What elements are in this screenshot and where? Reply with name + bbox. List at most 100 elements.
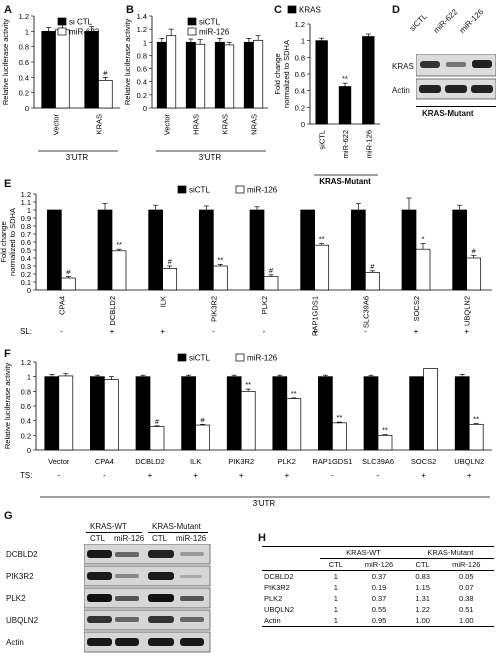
bar: [363, 376, 379, 451]
x-tick-label: PLK2: [260, 296, 269, 314]
y-tick-label: 0.4: [137, 78, 147, 87]
row-mark: +: [464, 327, 469, 336]
row-mark: +: [193, 471, 198, 480]
legend-label: miR-126: [247, 354, 278, 363]
y-tick-label: 1: [27, 206, 31, 215]
legend-swatch: [287, 5, 297, 14]
bar: [315, 40, 328, 125]
bar: [41, 30, 56, 109]
y-tick-label: 1: [301, 37, 305, 46]
chart-f: 0 0.2 0.4 0.6 0.8 1 1.2 Relative luciferase act…: [3, 354, 492, 508]
bar: [46, 209, 62, 291]
legend-label: miR-622: [69, 28, 100, 37]
y-tick-label: 0.8: [21, 387, 31, 396]
legend-swatch: [235, 185, 245, 194]
blot-row-label: Actin: [392, 86, 410, 95]
row-mark: -: [60, 327, 63, 336]
x-tick-label: RAP1GDS1: [311, 296, 320, 336]
legend-label: siCTL: [199, 18, 220, 27]
chart-a: 0 0.2 0.4 0.6 0.8 1 1.2 Relative luciferase act…: [1, 12, 120, 162]
bar: [90, 376, 105, 451]
y-axis-label: Fold changenormalized to SDHA: [273, 40, 291, 108]
lane-label: miR-126: [457, 7, 486, 36]
x-tick-label: KRAS: [95, 114, 104, 134]
x-tick-label: SLC39A6: [361, 296, 370, 328]
legend-swatch: [187, 17, 197, 26]
table-cell: 1.00: [415, 616, 430, 625]
y-tick-label: 0.4: [21, 254, 31, 263]
table-row: UBQLN2 1 0.55 1.22 0.51: [262, 604, 494, 615]
table-cell: 1: [333, 616, 338, 625]
table-cell: 0.37: [371, 572, 387, 581]
bar: [454, 376, 470, 451]
bar: [364, 272, 380, 291]
bar: [181, 376, 196, 451]
bar: [401, 209, 417, 291]
row-label: SL:: [20, 327, 32, 336]
bar: [377, 434, 393, 451]
bar: [98, 80, 113, 109]
table-row: PIK3R2 1 0.19 1.15 0.07: [262, 582, 494, 593]
significance-mark: #: [472, 247, 477, 256]
significance-mark: #: [201, 415, 206, 424]
table-cell: 0.83: [415, 572, 430, 581]
legend-label: miR-126: [247, 186, 278, 195]
significance-mark: **: [473, 415, 479, 424]
x-tick-label: ILK: [190, 457, 201, 466]
y-tick-label: 0.8: [295, 53, 305, 62]
x-tick-label: UBQLN2: [463, 296, 472, 326]
y-tick-label: 0: [27, 446, 31, 455]
y-tick-label: 1: [27, 373, 31, 382]
significance-mark: **: [319, 235, 325, 244]
y-tick-label: 0.6: [21, 238, 31, 247]
bar: [224, 44, 235, 109]
y-tick-label: 0.2: [21, 431, 31, 440]
legend-label: KRAS: [299, 6, 321, 15]
bar: [149, 426, 165, 451]
panel-label-c: C: [274, 4, 282, 16]
row-mark: +: [421, 471, 426, 480]
bar: [84, 30, 99, 109]
x-axis-label: 3'UTR: [253, 499, 276, 508]
legend-label: miR-126: [199, 28, 230, 37]
table-cell: 0.37: [371, 594, 387, 603]
bar: [300, 209, 316, 291]
y-tick-label: 1.2: [21, 358, 31, 367]
y-tick-label: 1.2: [19, 12, 29, 21]
bar: [263, 276, 279, 291]
y-tick-label: 0.6: [295, 70, 305, 79]
panel-d-blot: siCTL miR-622 miR-126 KRAS Actin KRAS-Mu…: [392, 7, 498, 126]
bar: [97, 209, 113, 291]
table-cell: 0.51: [458, 605, 474, 614]
x-tick-label: ILK: [159, 296, 168, 307]
y-tick-label: 0.7: [21, 230, 31, 239]
x-tick-label: siCTL: [318, 130, 327, 150]
y-tick-label: 0: [301, 120, 305, 129]
y-tick-label: 1.2: [295, 20, 305, 29]
row-mark: +: [110, 327, 115, 336]
y-tick-label: 0.6: [21, 402, 31, 411]
x-tick-label: Vector: [163, 114, 172, 136]
y-tick-label: 0.2: [295, 103, 305, 112]
panel-label-f: F: [4, 348, 11, 360]
table-cell: 1.31: [415, 594, 430, 603]
y-tick-label: 0.5: [21, 246, 31, 255]
legend-swatch: [187, 27, 197, 36]
column-header: miR-126: [452, 560, 481, 569]
bar: [314, 244, 330, 291]
table-row: PLK2 1 0.37 1.31 0.38: [262, 593, 494, 604]
row-mark: -: [377, 471, 380, 480]
lane-label: CTL: [90, 534, 106, 543]
bar: [166, 35, 177, 109]
lane-label: miR-622: [431, 7, 460, 36]
x-axis-label: 3'UTR: [66, 153, 89, 162]
blot-row-label: PIK3R2: [6, 572, 34, 581]
row-mark: +: [148, 471, 153, 480]
y-tick-label: 0.4: [295, 87, 305, 96]
y-tick-label: 0.1: [21, 278, 31, 287]
table-cell: 1: [333, 605, 338, 614]
panel-label-g: G: [4, 510, 13, 522]
bar: [362, 36, 375, 125]
y-tick-label: 1: [25, 27, 29, 36]
x-tick-label: SOCS2: [412, 296, 421, 321]
